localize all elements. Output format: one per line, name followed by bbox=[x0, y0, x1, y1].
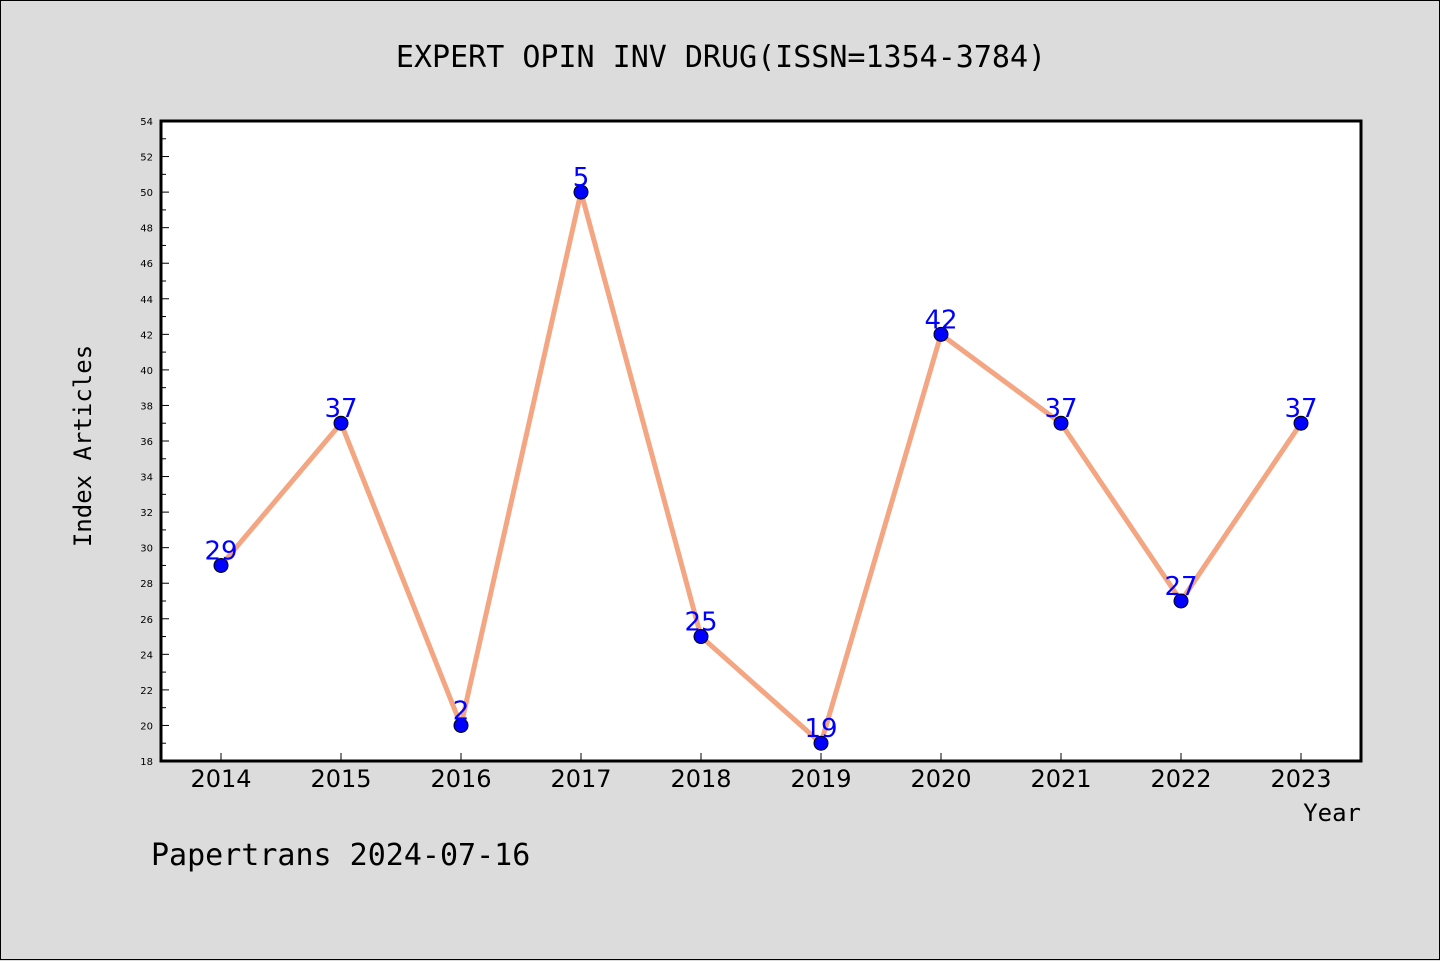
y-tick-label: 52 bbox=[140, 153, 153, 164]
data-point bbox=[1053, 415, 1069, 431]
x-tick-label: 2019 bbox=[790, 765, 851, 793]
x-tick-label: 2014 bbox=[190, 765, 251, 793]
x-tick-label: 2018 bbox=[670, 765, 731, 793]
data-point bbox=[1293, 415, 1309, 431]
data-point bbox=[333, 415, 349, 431]
y-tick-label: 40 bbox=[140, 366, 153, 377]
x-tick-label: 2015 bbox=[310, 765, 371, 793]
chart-title: EXPERT OPIN INV DRUG(ISSN=1354-3784) bbox=[396, 40, 1046, 75]
y-tick-label: 28 bbox=[140, 579, 153, 590]
data-label: 37 bbox=[1284, 394, 1317, 424]
footer-text: Papertrans 2024-07-16 bbox=[151, 838, 530, 873]
x-tick-label: 2021 bbox=[1030, 765, 1091, 793]
x-tick-label: 2022 bbox=[1150, 765, 1211, 793]
data-markers bbox=[213, 184, 1309, 751]
x-tick-label: 2020 bbox=[910, 765, 971, 793]
y-tick-label: 32 bbox=[140, 508, 153, 519]
y-tick-label: 44 bbox=[140, 295, 153, 306]
y-tick-label: 34 bbox=[140, 473, 153, 484]
data-point bbox=[813, 735, 829, 751]
data-point bbox=[693, 629, 709, 645]
x-axis: 2014 2015 2016 2017 2018 2019 2020 2021 2022 2023 bbox=[190, 753, 1332, 793]
y-tick-label: 22 bbox=[140, 686, 153, 697]
y-tick-label: 48 bbox=[140, 224, 153, 235]
y-tick-label: 30 bbox=[140, 544, 153, 555]
y-axis-label: Index Articles bbox=[69, 345, 97, 547]
data-label: 42 bbox=[924, 305, 957, 335]
y-tick-label: 42 bbox=[140, 330, 153, 341]
x-axis-label: Year bbox=[1303, 799, 1361, 827]
data-label: 27 bbox=[1164, 572, 1197, 602]
data-point bbox=[213, 557, 229, 573]
data-label: 19 bbox=[804, 714, 837, 744]
x-tick-label: 2016 bbox=[430, 765, 491, 793]
data-point bbox=[933, 326, 949, 342]
x-tick-label: 2017 bbox=[550, 765, 611, 793]
data-point bbox=[453, 717, 469, 733]
y-tick-label: 20 bbox=[140, 721, 153, 732]
x-tick-label: 2023 bbox=[1270, 765, 1331, 793]
data-label: 25 bbox=[684, 608, 717, 638]
plot-area bbox=[159, 119, 1363, 763]
data-label: 2 bbox=[453, 696, 470, 726]
y-tick-label: 54 bbox=[140, 117, 153, 128]
data-label: 5 bbox=[573, 163, 590, 193]
y-tick-label: 26 bbox=[140, 615, 153, 626]
data-label: 37 bbox=[324, 394, 357, 424]
y-tick-label: 46 bbox=[140, 259, 153, 270]
data-point bbox=[1173, 593, 1189, 609]
data-point bbox=[573, 184, 589, 200]
data-label: 29 bbox=[204, 536, 237, 566]
y-tick-label: 18 bbox=[140, 757, 153, 768]
series-line bbox=[219, 189, 1304, 746]
data-label: 37 bbox=[1044, 394, 1077, 424]
y-axis: 18 20 22 24 26 28 30 32 34 36 38 40 42 44 46 48 50 52 54 bbox=[140, 117, 169, 768]
y-tick-label: 50 bbox=[140, 188, 153, 199]
y-tick-label: 36 bbox=[140, 437, 153, 448]
y-tick-label: 24 bbox=[140, 650, 153, 661]
y-tick-label: 38 bbox=[140, 401, 153, 412]
